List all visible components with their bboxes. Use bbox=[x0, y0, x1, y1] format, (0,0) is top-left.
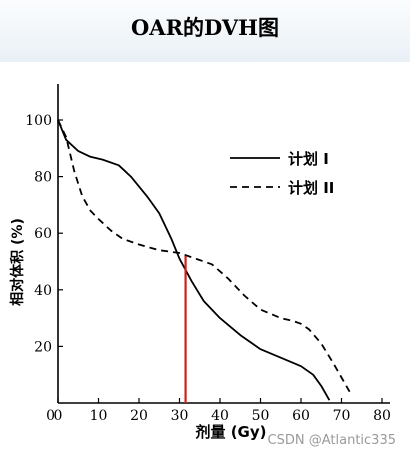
x-tick-label: 50 bbox=[252, 408, 270, 424]
y-tick-label: 80 bbox=[34, 170, 52, 186]
x-tick-label: 0 bbox=[54, 408, 63, 424]
x-tick-label: 10 bbox=[90, 408, 108, 424]
x-tick-label: 20 bbox=[130, 408, 148, 424]
y-tick-label: 40 bbox=[34, 283, 52, 299]
x-tick-label: 70 bbox=[333, 408, 351, 424]
y-axis-label: 相对体积 (%) bbox=[9, 218, 26, 306]
legend-label-1: 计划 I bbox=[288, 150, 329, 168]
watermark: CSDN @Atlantic335 bbox=[267, 433, 396, 448]
x-axis-label: 剂量 (Gy) bbox=[195, 423, 266, 441]
x-tick-label: 40 bbox=[211, 408, 229, 424]
x-tick-label: 60 bbox=[292, 408, 310, 424]
x-tick-label: 30 bbox=[171, 408, 189, 424]
y-tick-label: 100 bbox=[25, 113, 52, 129]
page-title: OAR的DVH图 bbox=[130, 15, 279, 40]
title-banner bbox=[0, 0, 410, 62]
legend-label-2: 计划 II bbox=[288, 179, 334, 197]
y-tick-label: 60 bbox=[34, 226, 52, 242]
origin-label: 0 bbox=[46, 408, 55, 424]
y-tick-label: 20 bbox=[34, 339, 52, 355]
x-tick-label: 80 bbox=[373, 408, 391, 424]
series-line-1 bbox=[57, 119, 331, 401]
